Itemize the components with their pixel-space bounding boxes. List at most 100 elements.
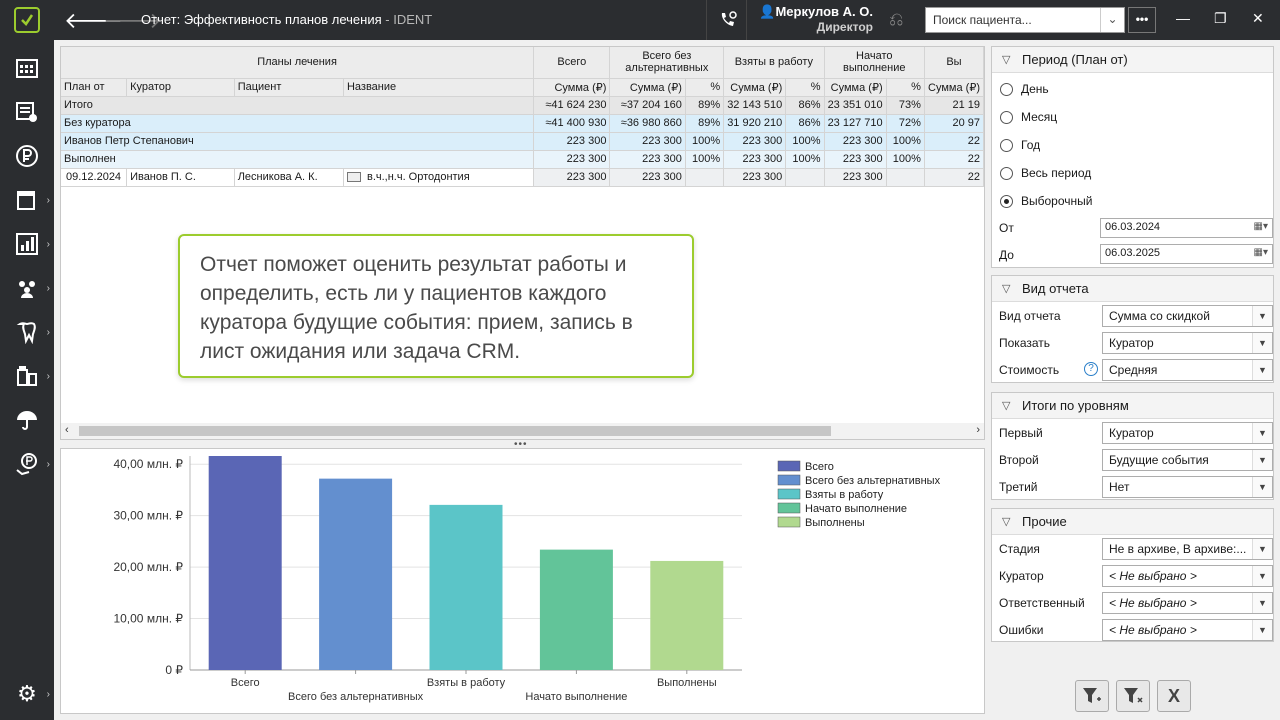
table-row-subgroup[interactable]: Выполнен 223 300 223 300 100% 223 300 10… bbox=[61, 150, 984, 169]
radio-all-period[interactable]: Весь период bbox=[1000, 166, 1091, 180]
sidebar-item-visits[interactable] bbox=[0, 90, 54, 134]
levels-section-header[interactable]: Итоги по уровням bbox=[992, 393, 1273, 419]
phone-settings-icon[interactable] bbox=[718, 10, 738, 33]
col-sum[interactable]: Сумма (₽) bbox=[723, 78, 787, 97]
chevron-right-icon: › bbox=[46, 282, 50, 294]
back-arrow-icon[interactable]: 🡐 bbox=[64, 8, 123, 33]
third-level-select[interactable]: Нет ▼ bbox=[1102, 476, 1273, 498]
col-pct[interactable]: % bbox=[886, 78, 925, 97]
chevron-right-icon: › bbox=[46, 688, 50, 700]
show-select[interactable]: Куратор ▼ bbox=[1102, 332, 1273, 354]
view-section-header[interactable]: Вид отчета bbox=[992, 276, 1273, 302]
calendar-icon[interactable]: ▦▾ bbox=[1253, 221, 1268, 232]
panel-splitter[interactable]: ••• bbox=[514, 439, 528, 450]
history-back-icon[interactable]: ⎌ bbox=[889, 9, 904, 29]
excel-export-button[interactable]: X bbox=[1157, 680, 1191, 712]
cell-curator: Иванов П. С. bbox=[126, 168, 235, 187]
clear-filter-button[interactable] bbox=[1116, 680, 1150, 712]
cell: 100% bbox=[685, 132, 725, 151]
title-bar: 🡐 🡒 Отчет: Эффективность планов лечения … bbox=[0, 0, 1280, 40]
chevron-down-icon[interactable]: ▼ bbox=[1252, 360, 1272, 380]
date-to-input[interactable]: 06.03.2025 ▦▾ bbox=[1100, 244, 1273, 264]
other-section-header[interactable]: Прочие bbox=[992, 509, 1273, 535]
app-logo[interactable] bbox=[0, 0, 54, 40]
col-total-noalt[interactable]: Всего без альтернативных bbox=[609, 47, 725, 79]
period-section-header[interactable]: Период (План от) bbox=[992, 47, 1273, 73]
scrollbar-thumb[interactable] bbox=[79, 426, 831, 436]
sidebar-item-finance[interactable] bbox=[0, 134, 54, 178]
col-name[interactable]: Название bbox=[343, 78, 535, 97]
apply-filter-button[interactable] bbox=[1075, 680, 1109, 712]
user-role: Директор bbox=[816, 20, 873, 34]
table-row-group[interactable]: Без куратора ≈41 400 930 ≈36 980 860 89%… bbox=[61, 114, 984, 133]
show-label: Показать bbox=[999, 336, 1051, 350]
chevron-down-icon[interactable]: ⌄ bbox=[1100, 8, 1124, 32]
chevron-down-icon[interactable]: ▼ bbox=[1252, 539, 1272, 559]
col-sum[interactable]: Сумма (₽) bbox=[609, 78, 686, 97]
chevron-down-icon[interactable]: ▼ bbox=[1252, 423, 1272, 443]
sidebar-item-schedule[interactable] bbox=[0, 46, 54, 90]
sidebar-item-dental[interactable]: › bbox=[0, 310, 54, 354]
view-select[interactable]: Сумма со скидкой ▼ bbox=[1102, 305, 1273, 327]
col-total[interactable]: Всего bbox=[533, 47, 611, 79]
cell: 32 143 510 bbox=[723, 96, 787, 115]
cost-select[interactable]: Средняя ▼ bbox=[1102, 359, 1273, 381]
chevron-down-icon[interactable]: ▼ bbox=[1252, 593, 1272, 613]
help-icon[interactable]: ? bbox=[1084, 362, 1098, 376]
chevron-down-icon[interactable]: ▼ bbox=[1252, 333, 1272, 353]
sidebar-item-payments[interactable]: › bbox=[0, 442, 54, 486]
chevron-down-icon[interactable]: ▼ bbox=[1252, 450, 1272, 470]
radio-custom[interactable]: Выборочный bbox=[1000, 194, 1092, 208]
col-group-plans[interactable]: Планы лечения bbox=[61, 47, 535, 79]
sidebar-item-staff[interactable]: › bbox=[0, 266, 54, 310]
second-level-select[interactable]: Будущие события ▼ bbox=[1102, 449, 1273, 471]
legend-label: Всего без альтернативных bbox=[805, 475, 941, 487]
stage-select[interactable]: Не в архиве, В архиве:... ▼ bbox=[1102, 538, 1273, 560]
cell: 223 300 bbox=[824, 168, 887, 187]
sidebar-item-reports[interactable]: › bbox=[0, 222, 54, 266]
chevron-down-icon[interactable]: ▼ bbox=[1252, 566, 1272, 586]
scroll-left-icon[interactable]: ‹ bbox=[65, 424, 69, 436]
col-pct[interactable]: % bbox=[785, 78, 825, 97]
errors-select[interactable]: < Не выбрано > ▼ bbox=[1102, 619, 1273, 641]
col-taken[interactable]: Взяты в работу bbox=[723, 47, 825, 79]
responsible-select[interactable]: < Не выбрано > ▼ bbox=[1102, 592, 1273, 614]
close-icon[interactable]: ✕ bbox=[1252, 10, 1264, 26]
plan-card-icon[interactable] bbox=[346, 172, 361, 183]
sidebar-item-warehouse[interactable]: › bbox=[0, 354, 54, 398]
radio-year[interactable]: Год bbox=[1000, 138, 1040, 152]
table-row-total[interactable]: Итого ≈41 624 230 ≈37 204 160 89% 32 143… bbox=[61, 96, 984, 115]
col-plan-from[interactable]: План от bbox=[61, 78, 128, 97]
radio-day[interactable]: День bbox=[1000, 82, 1049, 96]
scroll-right-icon[interactable]: › bbox=[976, 424, 980, 436]
chevron-down-icon[interactable]: ▼ bbox=[1252, 477, 1272, 497]
date-from-input[interactable]: 06.03.2024 ▦▾ bbox=[1100, 218, 1273, 238]
table-row-group[interactable]: Иванов Петр Степанович 223 300 223 300 1… bbox=[61, 132, 984, 151]
calendar-icon[interactable]: ▦▾ bbox=[1253, 247, 1268, 258]
minimize-icon[interactable]: — bbox=[1176, 10, 1190, 26]
col-pct[interactable]: % bbox=[685, 78, 725, 97]
sidebar-item-documents[interactable]: › bbox=[0, 178, 54, 222]
col-curator[interactable]: Куратор bbox=[126, 78, 235, 97]
maximize-icon[interactable]: ❐ bbox=[1214, 10, 1227, 26]
first-level-select[interactable]: Куратор ▼ bbox=[1102, 422, 1273, 444]
chevron-down-icon[interactable]: ▼ bbox=[1252, 306, 1272, 326]
current-user[interactable]: 👤Меркулов А. О. Директор bbox=[757, 4, 873, 34]
col-done[interactable]: Вы bbox=[924, 47, 984, 79]
col-sum[interactable]: Сумма (₽) bbox=[533, 78, 611, 97]
radio-month[interactable]: Месяц bbox=[1000, 110, 1057, 124]
patient-search-input[interactable]: Поиск пациента... ⌄ bbox=[925, 7, 1125, 33]
col-patient[interactable]: Пациент bbox=[234, 78, 344, 97]
sidebar-item-insurance[interactable] bbox=[0, 398, 54, 442]
col-sum[interactable]: Сумма (₽) bbox=[824, 78, 887, 97]
header-row-2: План от Куратор Пациент Название Сумма (… bbox=[61, 78, 984, 97]
sidebar-item-settings[interactable]: ⚙ › bbox=[0, 672, 54, 716]
table-row[interactable]: 09.12.2024 Иванов П. С. Лесникова А. К. … bbox=[61, 168, 984, 187]
horizontal-scrollbar[interactable]: ‹ › bbox=[61, 423, 984, 439]
col-started[interactable]: Начато выполнение bbox=[824, 47, 925, 79]
chevron-down-icon[interactable]: ▼ bbox=[1252, 620, 1272, 640]
col-sum[interactable]: Сумма (₽) bbox=[924, 78, 984, 97]
forward-arrow-icon[interactable]: 🡒 bbox=[103, 8, 162, 33]
more-button[interactable]: ••• bbox=[1128, 7, 1156, 33]
curator-select[interactable]: < Не выбрано > ▼ bbox=[1102, 565, 1273, 587]
